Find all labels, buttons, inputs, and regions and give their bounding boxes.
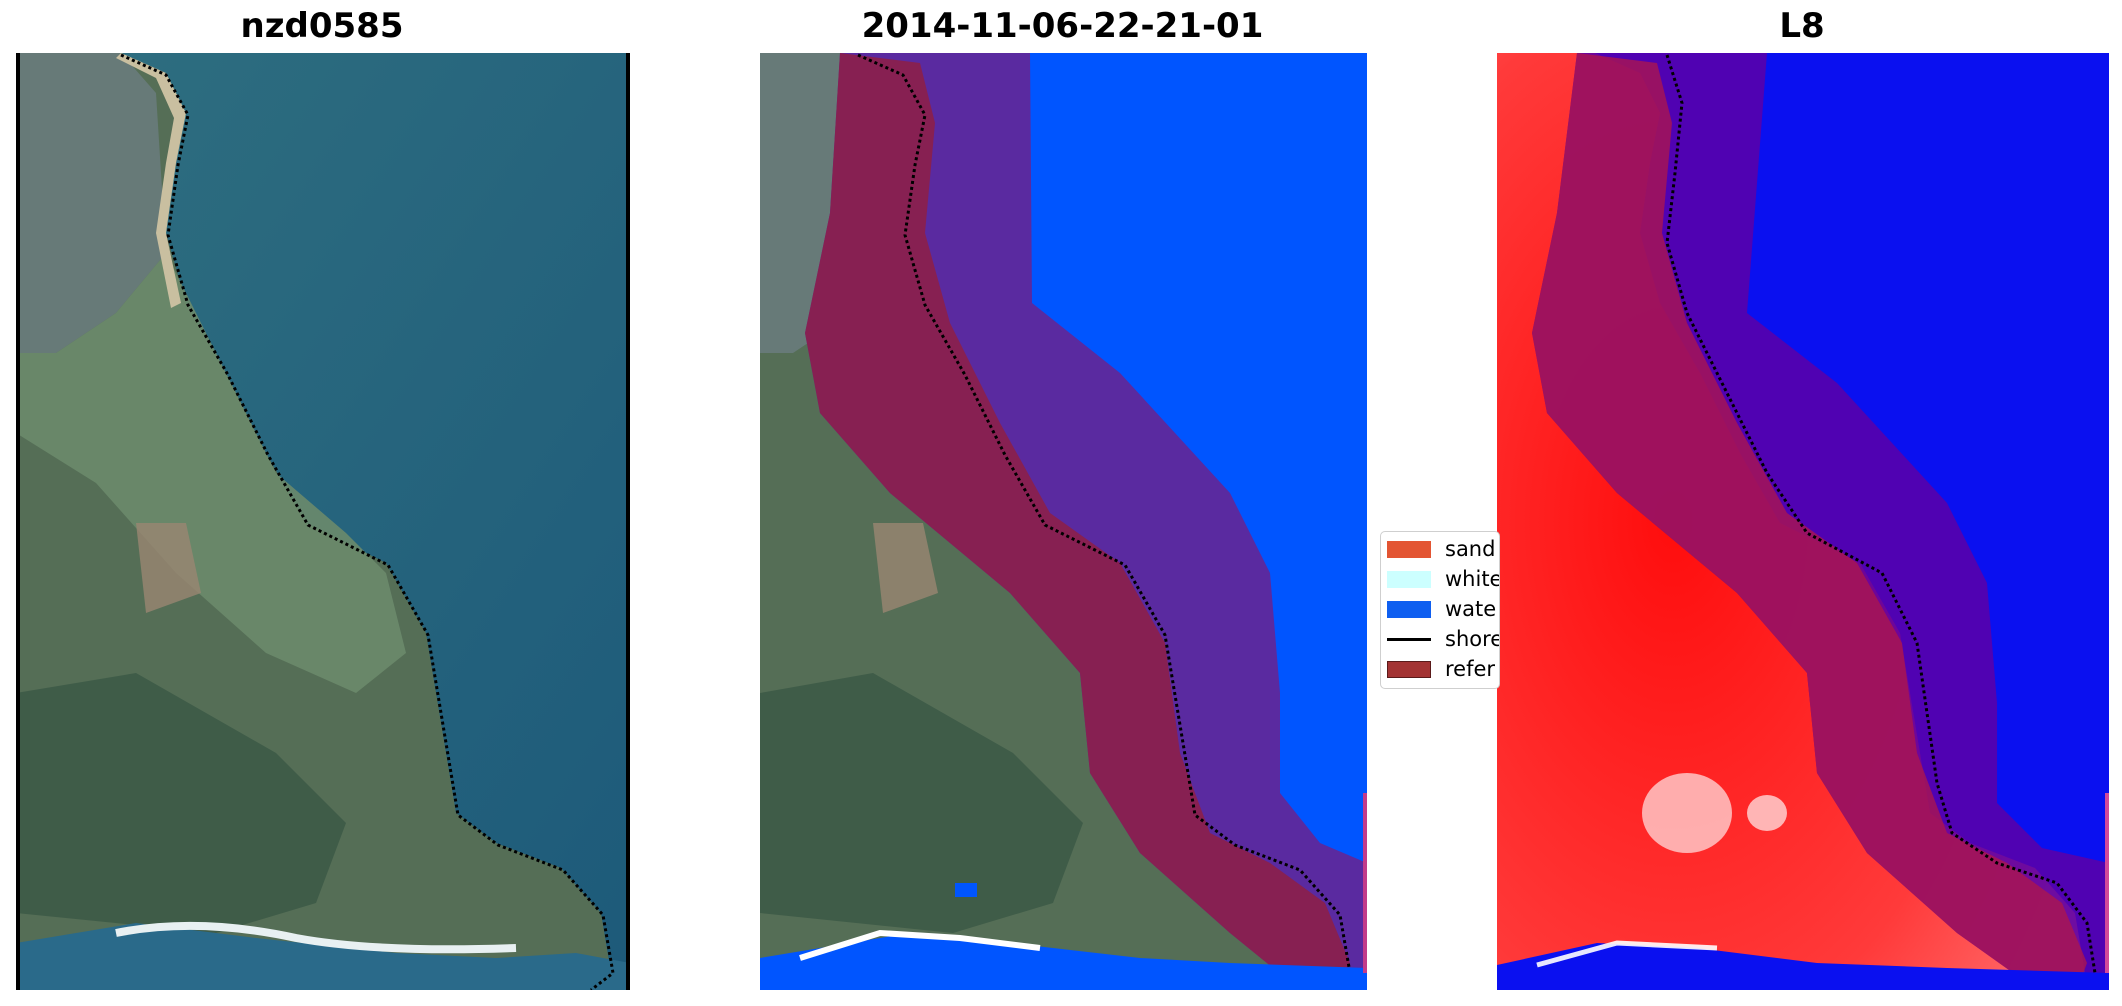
town-area xyxy=(16,53,166,353)
rgb-image xyxy=(16,53,630,990)
panel-title-2: 2014-11-06-22-21-01 xyxy=(861,6,1264,46)
legend-item-reference: refer xyxy=(1387,657,1496,681)
shoreline xyxy=(1665,54,2097,990)
bare-patch xyxy=(136,523,201,613)
bright-spot-2 xyxy=(1747,795,1787,831)
hills-area xyxy=(16,673,346,933)
small-water-patch xyxy=(955,883,977,897)
white-swatch xyxy=(1387,570,1431,588)
shoreline xyxy=(857,53,1352,990)
water-swatch xyxy=(1387,600,1431,618)
legend-label-sand: sand xyxy=(1445,537,1496,561)
hills-area xyxy=(760,673,1083,933)
panel-title-1: nzd0585 xyxy=(240,6,404,46)
classification-panel xyxy=(760,53,1367,990)
classification-image xyxy=(760,53,1367,990)
reference-overlay xyxy=(1532,53,2087,990)
reference-overlay xyxy=(805,53,1350,990)
shoreline-swatch xyxy=(1387,637,1431,641)
legend-label-reference: refer xyxy=(1445,657,1496,681)
legend-item-sand: sand xyxy=(1387,537,1496,561)
legend-item-water: wate xyxy=(1387,597,1497,621)
panel-title-3: L8 xyxy=(1779,6,1825,46)
legend-item-shoreline: shore xyxy=(1387,627,1500,651)
fields-area xyxy=(16,253,406,693)
surf-line xyxy=(115,921,517,954)
sand-swatch xyxy=(1387,540,1431,558)
right-border xyxy=(626,53,630,990)
surf-index-line xyxy=(1536,940,1718,968)
bottom-sea xyxy=(16,923,630,990)
legend-label-water: wate xyxy=(1445,597,1497,621)
legend-label-shoreline: shore xyxy=(1445,627,1500,651)
reference-swatch xyxy=(1387,660,1431,678)
bottom-water-class xyxy=(760,933,1367,990)
legend-item-white: white xyxy=(1387,567,1500,591)
beach-strip xyxy=(116,53,186,308)
bottom-water-index xyxy=(1497,943,2109,990)
edge-strip xyxy=(1363,793,1367,973)
legend-label-white: white xyxy=(1445,567,1500,591)
l8-image xyxy=(1497,53,2109,990)
bright-spot-1 xyxy=(1642,773,1732,853)
whitewater-class xyxy=(799,929,1041,961)
l8-panel xyxy=(1497,53,2109,990)
left-border xyxy=(16,53,20,990)
edge-strip xyxy=(2105,793,2109,973)
buffer-overlay xyxy=(805,53,1367,990)
rgb-image-panel xyxy=(16,53,630,990)
shoreline xyxy=(120,53,615,990)
bare-patch xyxy=(873,523,938,613)
legend: sand white wate shore refer xyxy=(1380,531,1500,689)
